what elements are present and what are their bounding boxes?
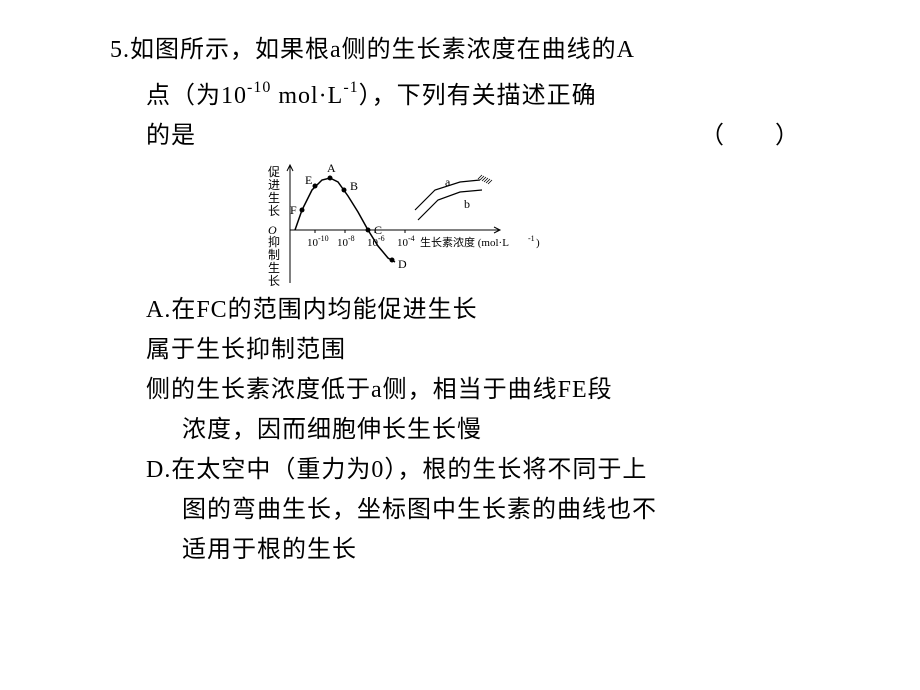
svg-text:D: D [398,257,407,271]
svg-text:b: b [464,197,470,211]
svg-text:生长素浓度 (mol·L: 生长素浓度 (mol·L [420,235,509,249]
option-b: 属于生长抑制范围 [146,330,820,370]
svg-text:F: F [290,203,297,217]
option-d-line1: D.在太空中（重力为0），根的生长将不同于上 [146,450,820,490]
option-c-line2: 浓度，因而细胞伸长生长慢 [182,410,820,450]
svg-text:10: 10 [367,237,379,249]
svg-text:E: E [305,173,312,187]
question-number: 5. [110,37,130,63]
svg-text:A: A [327,161,336,175]
svg-text:10: 10 [397,237,409,249]
q-line3-text: 的是 [146,116,196,156]
svg-text:10: 10 [337,237,349,249]
q-line2-post: ），下列有关描述正确 [359,83,597,109]
option-c-line1: 侧的生长素浓度低于a侧，相当于曲线FE段 [146,370,820,410]
option-c-text2: 浓度，因而细胞伸长生长慢 [182,417,482,443]
q-line1-text: 如图所示，如果根a侧的生长素浓度在曲线的A [130,37,635,63]
svg-text:-10: -10 [318,234,329,243]
svg-text:抑: 抑 [268,234,280,249]
option-d-line2: 图的弯曲生长，坐标图中生长素的曲线也不 [182,490,820,530]
svg-text:a: a [445,175,451,189]
q-line2-pre: 点（为10 [146,83,247,109]
svg-text:-6: -6 [378,234,385,243]
option-d-line3: 适用于根的生长 [182,530,820,570]
q-line2-exp2: -1 [343,79,358,96]
svg-text:生: 生 [268,191,280,205]
question-line-1: 5.如图所示，如果根a侧的生长素浓度在曲线的A [110,30,820,70]
option-d-text3: 适用于根的生长 [182,537,357,563]
svg-text:-4: -4 [408,234,415,243]
option-b-text: 属于生长抑制范围 [146,337,346,363]
svg-text:10: 10 [307,237,319,249]
chart-figure: 促进生长O抑制生长FEABCDab10-1010-810-610-4生长素浓度 … [260,158,820,288]
question-line-2: 点（为10-10 mol·L-1），下列有关描述正确 [146,70,820,116]
option-c-text1: 侧的生长素浓度低于a侧，相当于曲线FE段 [146,377,613,403]
svg-text:-8: -8 [348,234,355,243]
option-d-text1: D.在太空中（重力为0），根的生长将不同于上 [146,457,647,483]
svg-text:制: 制 [268,248,280,262]
svg-text:B: B [350,179,358,193]
svg-text:进: 进 [268,178,280,192]
q-line2-exp1: -10 [247,79,271,96]
option-a-text: A.在FC的范围内均能促进生长 [146,297,478,323]
chart-svg: 促进生长O抑制生长FEABCDab10-1010-810-610-4生长素浓度 … [260,158,560,288]
svg-text:长: 长 [268,274,280,288]
question-line-3: 的是 （ ） [146,116,820,156]
answer-bracket: （ ） [196,116,820,156]
svg-text:-1: -1 [528,234,535,243]
option-d-text2: 图的弯曲生长，坐标图中生长素的曲线也不 [182,497,657,523]
q-line2-mid: mol·L [271,83,343,109]
option-a: A.在FC的范围内均能促进生长 [146,290,820,330]
svg-text:促: 促 [268,165,280,179]
svg-text:): ) [536,237,540,249]
svg-text:生: 生 [268,261,280,275]
svg-text:长: 长 [268,204,280,218]
